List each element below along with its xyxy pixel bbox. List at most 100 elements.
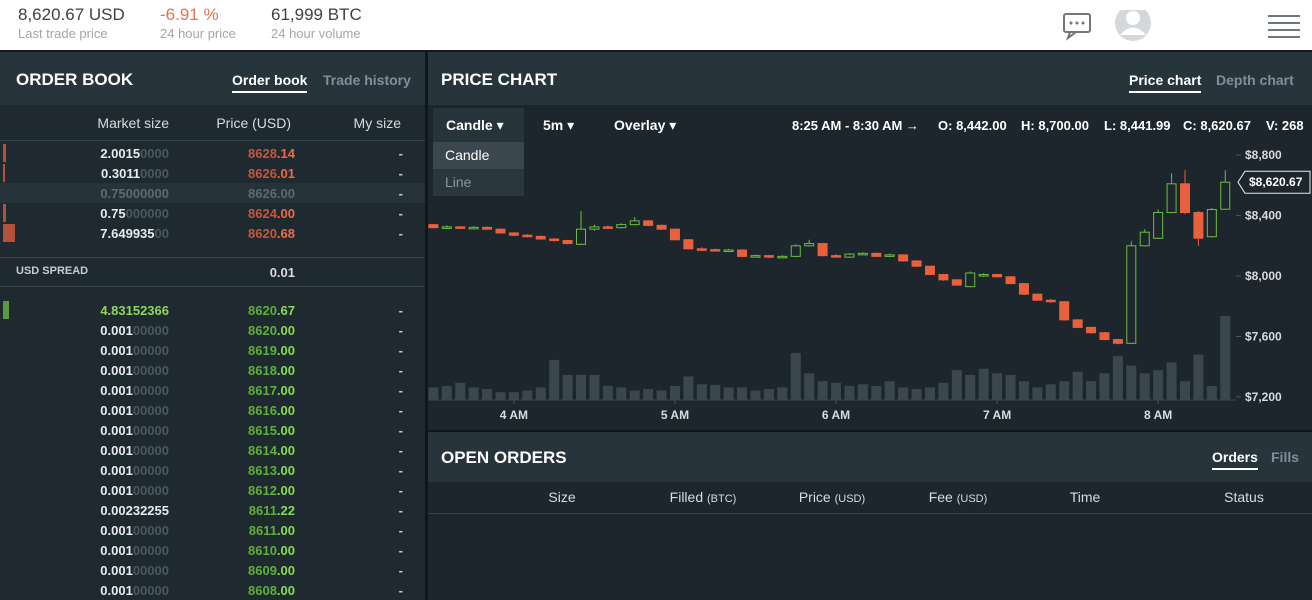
my-size: -: [398, 186, 403, 201]
volume-bar: [495, 392, 506, 400]
price: 8616.00: [248, 403, 295, 418]
price-part: .00: [276, 403, 295, 418]
y-tick-label: $8,000: [1245, 269, 1282, 283]
price: 8611.22: [249, 503, 295, 518]
my-size: -: [398, 363, 403, 378]
stat: 8,620.67 USD Last trade price: [18, 5, 125, 41]
price-part: .00: [276, 583, 295, 598]
candle-body: [790, 245, 801, 257]
size-part: 00000: [132, 323, 169, 338]
volume-bar: [1086, 381, 1097, 400]
menu-icon[interactable]: [1268, 15, 1300, 38]
control-label: Overlay: [614, 117, 666, 133]
volume-bar: [1059, 381, 1070, 400]
rule: [428, 513, 1312, 514]
price-part: 8626.00: [248, 186, 295, 201]
column-label: Fee: [928, 489, 953, 505]
panel-header: ORDER BOOK Order book Trade history: [0, 52, 425, 105]
price-part: 8614: [248, 443, 277, 458]
candle-body: [804, 243, 815, 247]
order-row: 0.00100000 8620.00 -: [0, 320, 425, 340]
candle-body: [710, 249, 721, 252]
volume-bar: [1018, 381, 1029, 400]
candle-body: [468, 226, 479, 230]
volume-bar: [1193, 354, 1204, 400]
ohlcv-key: H:: [1021, 118, 1035, 133]
order-row: 0.00100000 8613.00 -: [0, 460, 425, 480]
x-tick-label: 4 AM: [500, 408, 528, 422]
price: 8612.00: [248, 483, 295, 498]
menu-item[interactable]: Candle: [433, 142, 524, 169]
price-part: 8618: [248, 363, 277, 378]
volume-bar: [871, 385, 882, 400]
candle-body: [1112, 339, 1123, 344]
divider: [0, 50, 1312, 52]
x-tick-label: 6 AM: [822, 408, 850, 422]
depth-bar: [3, 224, 15, 242]
tab[interactable]: Trade history: [323, 72, 411, 88]
column-unit: (BTC): [707, 493, 737, 505]
price: 8620.67: [248, 303, 295, 318]
panel-header: OPEN ORDERS Orders Fills: [428, 432, 1312, 482]
candle-body: [683, 239, 694, 250]
volume-bar: [884, 381, 895, 400]
order-row: 0.00100000 8609.00 -: [0, 560, 425, 580]
candle-body: [1179, 183, 1190, 214]
market-size: 0.00100000: [100, 343, 169, 358]
price-part: 8612: [248, 483, 277, 498]
size-part: 0.3011: [101, 166, 141, 181]
price-part: 8610: [248, 543, 277, 558]
price: 8608.00: [248, 583, 295, 598]
tab[interactable]: Fills: [1271, 449, 1300, 465]
interval-select[interactable]: 5m ▾: [543, 117, 575, 133]
order-row: 0.00100000 8617.00 -: [0, 380, 425, 400]
order-row: 0.75000000 8626.00 -: [0, 183, 425, 203]
volume-bar: [898, 387, 909, 400]
price-part: 8611: [248, 523, 277, 538]
candle-body: [844, 253, 855, 258]
ohlcv-value: 8,700.00: [1038, 118, 1089, 133]
tab[interactable]: Orders: [1212, 449, 1258, 470]
control-active: [433, 108, 524, 142]
market-size: 0.00100000: [100, 323, 169, 338]
volume-bar: [1045, 384, 1056, 400]
price-part: .00: [276, 563, 295, 578]
candle-body: [1018, 283, 1029, 295]
price-part: 8626: [248, 166, 277, 181]
rule: [0, 257, 425, 258]
candle-body: [777, 255, 788, 259]
my-size: -: [398, 503, 403, 518]
price-part: .14: [276, 146, 295, 161]
price: 8614.00: [248, 443, 295, 458]
candle-body: [1153, 212, 1164, 239]
avatar[interactable]: [1115, 10, 1151, 41]
chat-icon[interactable]: [1063, 13, 1091, 41]
price-part: 8613: [248, 463, 277, 478]
order-row: 0.00100000 8608.00 -: [0, 580, 425, 600]
price: 8618.00: [248, 363, 295, 378]
tab[interactable]: Price chart: [1129, 72, 1202, 93]
price-part: .67: [276, 303, 295, 318]
rule: [0, 286, 425, 287]
market-size: 0.00100000: [100, 423, 169, 438]
volume-bar: [1179, 381, 1190, 400]
order-row: 0.00100000 8618.00 -: [0, 360, 425, 380]
size-part: 0.75000000: [100, 186, 169, 201]
tab[interactable]: Order book: [232, 72, 308, 93]
spread-value: 0.01: [269, 265, 295, 280]
price-part: 8619: [248, 343, 277, 358]
price: 8620.00: [248, 323, 295, 338]
column-header: Price (USD): [216, 115, 291, 131]
volume-bar: [643, 389, 654, 400]
price-part: 8628: [248, 146, 277, 161]
chart-type-select[interactable]: Candle ▾: [446, 117, 504, 133]
candle-body: [455, 226, 466, 229]
size-part: 00000: [132, 383, 169, 398]
overlay-select[interactable]: Overlay ▾: [614, 117, 677, 133]
menu-item[interactable]: Line: [433, 169, 524, 196]
volume-bar: [790, 352, 801, 400]
order-row: 0.00100000 8619.00 -: [0, 340, 425, 360]
candle-body: [737, 249, 748, 257]
candle-body: [723, 249, 734, 253]
tab[interactable]: Depth chart: [1216, 72, 1294, 88]
